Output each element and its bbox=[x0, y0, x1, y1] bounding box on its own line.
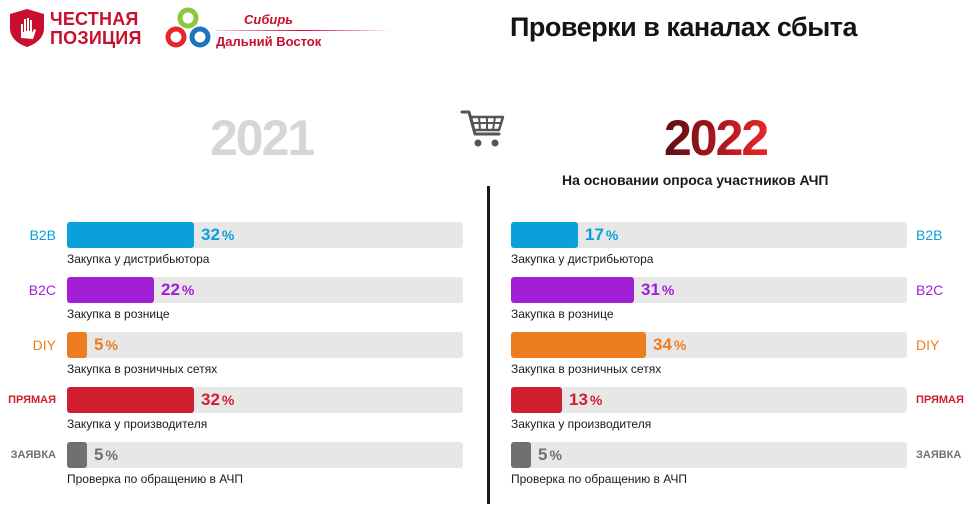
bar-description: Закупка в розничных сетях bbox=[511, 362, 662, 376]
bar-track bbox=[67, 332, 463, 358]
bar-value-unit: % bbox=[673, 337, 687, 353]
chart-title-2021: 2021 bbox=[210, 110, 315, 166]
brand-logo-chestnaya-pozitsiya: ЧЕСТНАЯ ПОЗИЦИЯ bbox=[8, 8, 144, 48]
bar-track bbox=[67, 387, 463, 413]
category-label: ЗАЯВКА bbox=[916, 449, 962, 461]
bar-description: Проверка по обращению в АЧП bbox=[67, 472, 243, 486]
bar-track bbox=[511, 277, 907, 303]
bar-description: Закупка в рознице bbox=[511, 307, 614, 321]
bar-value: 5 bbox=[538, 445, 548, 464]
bar-description: Закупка у дистрибьютора bbox=[511, 252, 654, 266]
logo-region-line1: Сибирь bbox=[244, 12, 293, 27]
bar-description: Закупка у производителя bbox=[67, 417, 208, 431]
bar-value-unit: % bbox=[605, 227, 619, 243]
bar-track bbox=[511, 442, 907, 468]
category-label: ЗАЯВКА bbox=[10, 449, 56, 461]
bar-track bbox=[67, 442, 463, 468]
logo-text-line1: ЧЕСТНАЯ bbox=[50, 9, 139, 29]
bar-fill-diy bbox=[67, 332, 87, 358]
bar-fill-direct bbox=[511, 387, 562, 413]
bar-value: 17 bbox=[585, 225, 604, 244]
logo-region-line2: Дальний Восток bbox=[216, 34, 322, 49]
bar-value-label: 5% bbox=[94, 442, 118, 468]
bar-fill-b2c bbox=[67, 277, 154, 303]
category-label: ПРЯМАЯ bbox=[916, 394, 964, 406]
bar-value: 31 bbox=[641, 280, 660, 299]
bar-value-unit: % bbox=[181, 282, 195, 298]
category-label: B2C bbox=[28, 282, 56, 298]
chart-title-2022: 2022 bbox=[664, 110, 769, 166]
brand-logo-region: Сибирь Дальний Восток bbox=[164, 6, 394, 50]
bar-value-unit: % bbox=[549, 447, 562, 463]
bar-value: 34 bbox=[653, 335, 672, 354]
bar-fill-b2c bbox=[511, 277, 634, 303]
chart-subtitle-2022: На основании опроса участников АЧП bbox=[562, 172, 829, 188]
logo-text-line2: ПОЗИЦИЯ bbox=[50, 28, 142, 48]
bar-value-unit: % bbox=[661, 282, 675, 298]
bar-fill-direct bbox=[67, 387, 194, 413]
category-label: B2B bbox=[29, 227, 56, 243]
bar-value: 5 bbox=[94, 445, 104, 464]
bar-value-label: 5% bbox=[94, 332, 118, 358]
bar-value-label: 34% bbox=[653, 332, 686, 358]
bar-track bbox=[67, 222, 463, 248]
bar-description: Закупка у дистрибьютора bbox=[67, 252, 210, 266]
bar-description: Закупка в розничных сетях bbox=[67, 362, 218, 376]
bar-fill-request bbox=[511, 442, 531, 468]
shopping-cart-icon bbox=[460, 110, 505, 147]
rings-logo-icon bbox=[165, 7, 211, 48]
bar-value-unit: % bbox=[105, 447, 118, 463]
bar-value-unit: % bbox=[221, 392, 235, 408]
category-label: B2C bbox=[916, 282, 944, 298]
bar-track bbox=[511, 387, 907, 413]
page-title: Проверки в каналах сбыта bbox=[510, 12, 858, 42]
bar-value-label: 31% bbox=[641, 277, 674, 303]
logo-divider bbox=[216, 30, 392, 31]
bar-value: 32 bbox=[201, 390, 220, 409]
category-label: ПРЯМАЯ bbox=[8, 394, 56, 406]
bar-value-label: 13% bbox=[569, 387, 602, 413]
category-label: DIY bbox=[916, 337, 940, 353]
bar-value-label: 32% bbox=[201, 222, 234, 248]
bar-value-label: 17% bbox=[585, 222, 618, 248]
bar-value: 13 bbox=[569, 390, 588, 409]
bar-value-label: 32% bbox=[201, 387, 234, 413]
bar-track bbox=[511, 222, 907, 248]
bar-value-unit: % bbox=[105, 337, 118, 353]
bar-fill-request bbox=[67, 442, 87, 468]
category-label: DIY bbox=[32, 337, 56, 353]
bar-value-unit: % bbox=[589, 392, 603, 408]
bar-value-unit: % bbox=[221, 227, 235, 243]
category-label: B2B bbox=[916, 227, 943, 243]
bar-description: Закупка в рознице bbox=[67, 307, 170, 321]
bar-value-label: 5% bbox=[538, 442, 562, 468]
bar-fill-diy bbox=[511, 332, 646, 358]
bar-description: Закупка у производителя bbox=[511, 417, 652, 431]
panel-divider bbox=[487, 186, 490, 504]
bar-value: 5 bbox=[94, 335, 104, 354]
bar-fill-b2b bbox=[67, 222, 194, 248]
bar-value: 22 bbox=[161, 280, 180, 299]
bar-fill-b2b bbox=[511, 222, 578, 248]
bar-track bbox=[67, 277, 463, 303]
bar-value-label: 22% bbox=[161, 277, 194, 303]
bar-value: 32 bbox=[201, 225, 220, 244]
bar-description: Проверка по обращению в АЧП bbox=[511, 472, 687, 486]
hand-shield-icon bbox=[10, 9, 44, 47]
bar-track bbox=[511, 332, 907, 358]
